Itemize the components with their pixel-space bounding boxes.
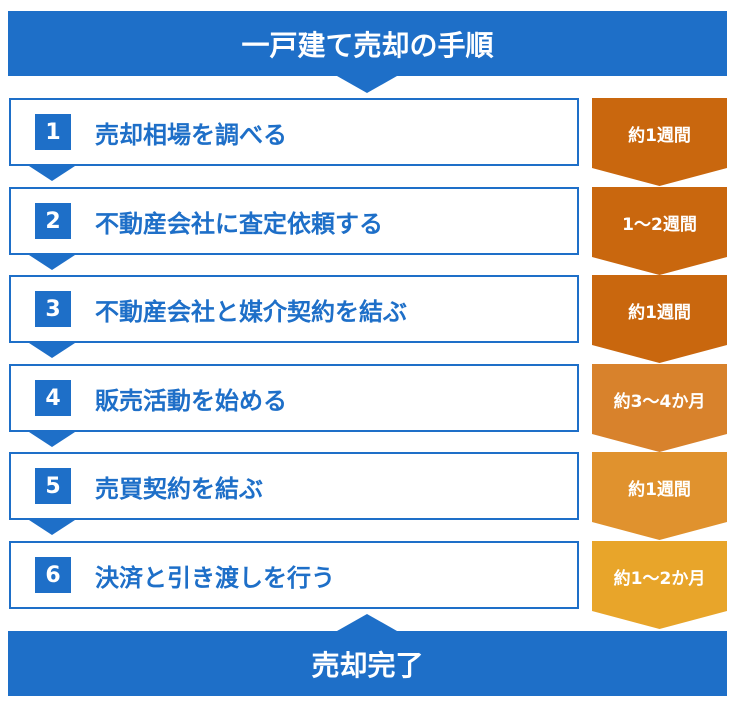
step-box: 3 不動産会社と媒介契約を結ぶ bbox=[9, 275, 579, 343]
duration-label: 約1週間 bbox=[628, 302, 691, 323]
step-label: 売買契約を結ぶ bbox=[95, 474, 263, 503]
duration-chevron bbox=[592, 98, 727, 186]
footer-banner: 売却完了 bbox=[8, 631, 727, 696]
duration-shape bbox=[592, 364, 727, 452]
step-label: 販売活動を始める bbox=[95, 386, 287, 415]
step-number: 3 bbox=[35, 291, 71, 327]
step-number: 5 bbox=[35, 468, 71, 504]
step-number: 6 bbox=[35, 557, 71, 593]
footer-arrow bbox=[337, 614, 397, 631]
step-box: 1 売却相場を調べる bbox=[9, 98, 579, 166]
step-number: 4 bbox=[35, 380, 71, 416]
duration-chevron bbox=[592, 275, 727, 363]
step-arrow bbox=[29, 255, 75, 270]
duration-chevron bbox=[592, 364, 727, 452]
duration-label: 約1～2か月 bbox=[613, 568, 706, 589]
footer-label: 売却完了 bbox=[311, 648, 424, 682]
step-box: 6 決済と引き渡しを行う bbox=[9, 541, 579, 609]
step-arrow bbox=[29, 166, 75, 181]
title-arrow bbox=[337, 76, 397, 93]
step-label: 売却相場を調べる bbox=[95, 120, 287, 149]
duration-shape bbox=[592, 541, 727, 629]
duration-label: 約3～4か月 bbox=[613, 391, 706, 412]
title-banner: 一戸建て売却の手順 bbox=[8, 11, 727, 76]
duration-shape bbox=[592, 275, 727, 363]
duration-shape bbox=[592, 187, 727, 275]
step-number: 2 bbox=[35, 203, 71, 239]
duration-shape bbox=[592, 452, 727, 540]
duration-chevron bbox=[592, 541, 727, 629]
step-arrow bbox=[29, 343, 75, 358]
step-label: 不動産会社に査定依頼する bbox=[95, 209, 383, 238]
step-label: 不動産会社と媒介契約を結ぶ bbox=[95, 297, 407, 326]
step-box: 2 不動産会社に査定依頼する bbox=[9, 187, 579, 255]
step-box: 4 販売活動を始める bbox=[9, 364, 579, 432]
duration-shape bbox=[592, 98, 727, 186]
duration-chevron bbox=[592, 452, 727, 540]
duration-label: 約1週間 bbox=[628, 125, 691, 146]
page-title: 一戸建て売却の手順 bbox=[241, 28, 494, 62]
duration-label: 約1週間 bbox=[628, 479, 691, 500]
duration-chevron bbox=[592, 187, 727, 275]
step-arrow bbox=[29, 520, 75, 535]
step-label: 決済と引き渡しを行う bbox=[95, 563, 335, 592]
step-number: 1 bbox=[35, 114, 71, 150]
step-arrow bbox=[29, 432, 75, 447]
step-box: 5 売買契約を結ぶ bbox=[9, 452, 579, 520]
duration-label: 1～2週間 bbox=[622, 214, 697, 235]
